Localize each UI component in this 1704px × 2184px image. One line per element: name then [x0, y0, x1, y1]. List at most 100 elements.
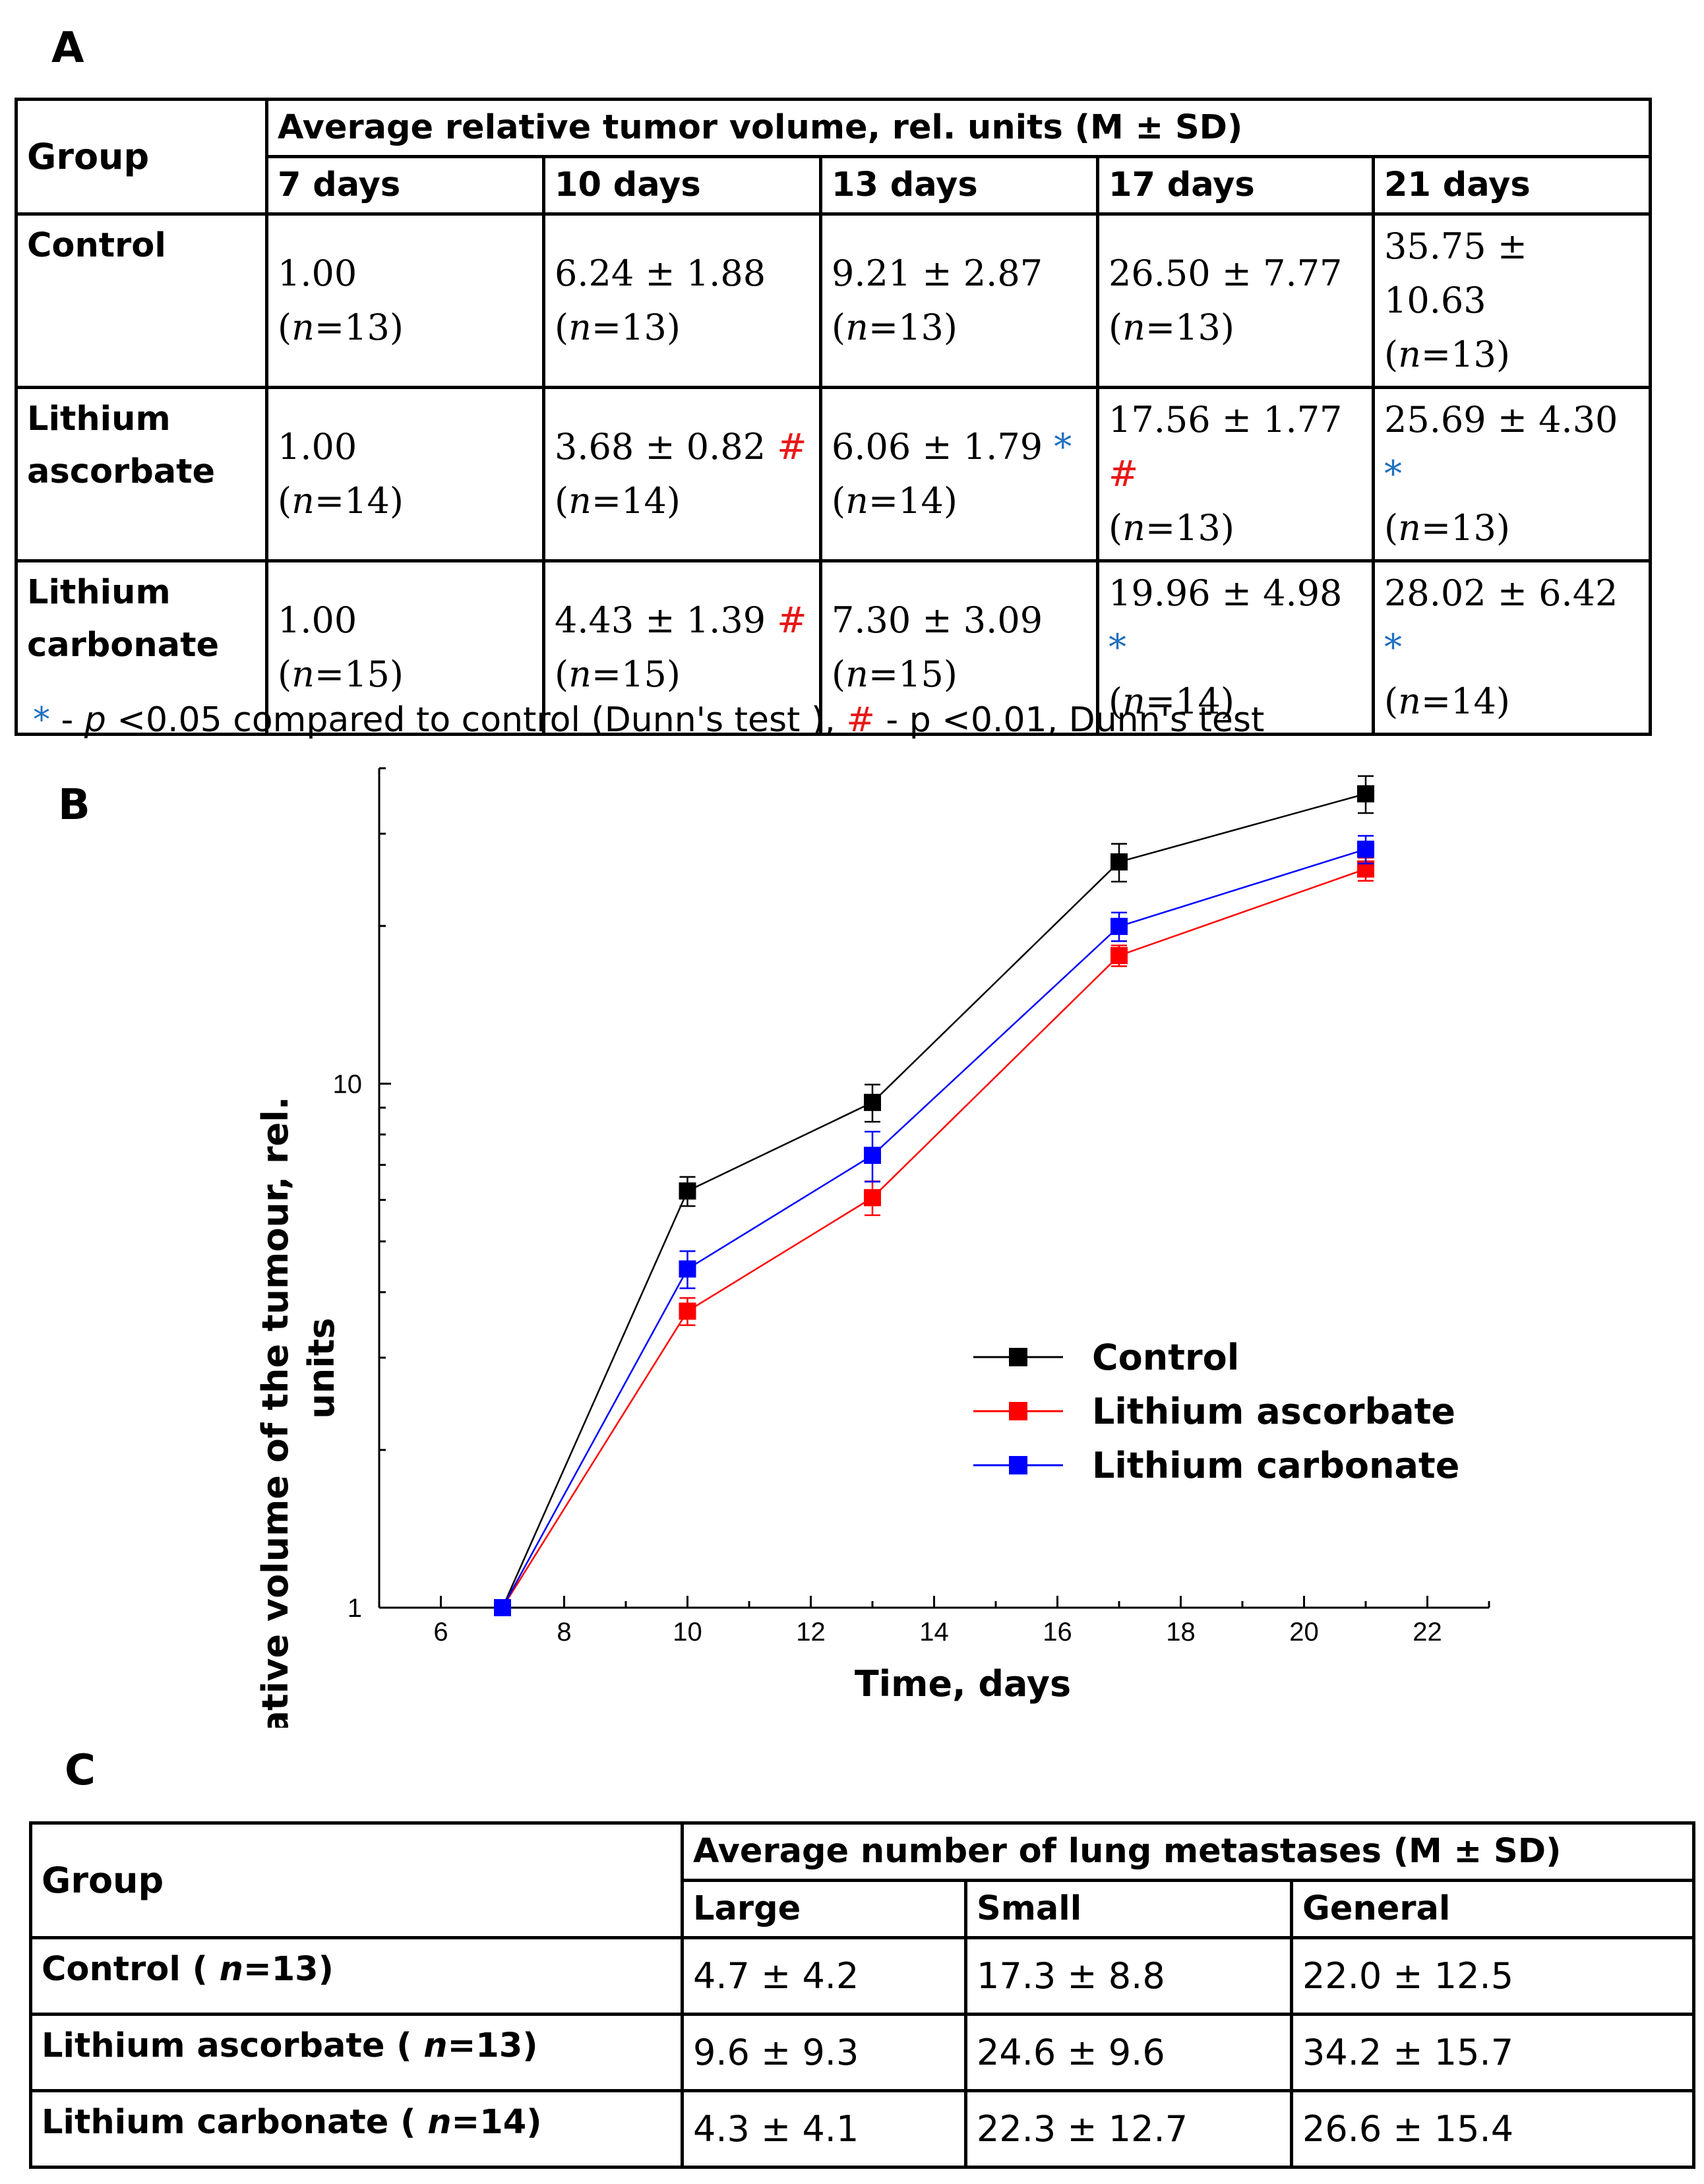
- table-c-col-general: General: [1289, 1879, 1696, 1939]
- table-a-row: Lithium carbonate 1.00 (n=15) 4.43 ± 1.39 #…: [15, 559, 1653, 736]
- x-tick-label: 20: [1289, 1618, 1319, 1647]
- table-a-cell: 3.68 ± 0.82 # (n=14): [542, 386, 822, 562]
- series-lithium-carbonate: [494, 835, 1374, 1616]
- y-tick-label: 10: [333, 1070, 363, 1099]
- panel-label-c: C: [65, 1746, 96, 1795]
- data-point: [1357, 840, 1374, 858]
- table-a-cell: 28.02 ± 6.42 * (n=14): [1371, 559, 1653, 736]
- table-a-cell: 35.75 ± 10.63 (n=13): [1371, 212, 1653, 389]
- table-c-cell: 26.6 ± 15.4: [1289, 2089, 1696, 2169]
- footnote-p: p: [84, 700, 106, 740]
- data-point: [1357, 785, 1374, 803]
- table-c-col-large: Large: [681, 1879, 967, 1939]
- table-a-cell-line: (n=13): [1384, 507, 1510, 549]
- table-a-cell-line: 1.00: [278, 253, 357, 294]
- table-a-cell-line: 1.00: [278, 426, 357, 468]
- table-a-cell-line: (n=15): [278, 653, 404, 695]
- legend-item: Control: [973, 1337, 1239, 1378]
- table-c-cell: 34.2 ± 15.7: [1289, 2013, 1696, 2092]
- table-a-cell-line: 26.50 ± 7.77: [1109, 253, 1343, 294]
- table-c-row: Control ( n=13) 4.7 ± 4.2 17.3 ± 8.8 22.0 ±…: [29, 1936, 1696, 2016]
- table-a-cell-line: 4.43 ± 1.39 #: [555, 599, 807, 641]
- x-tick-label: 16: [1043, 1618, 1072, 1647]
- table-a-cell: 6.06 ± 1.79 * (n=14): [819, 386, 1099, 562]
- legend-label: Control: [1092, 1337, 1239, 1378]
- table-a-cell-line: *: [1384, 453, 1402, 495]
- table-a-group-header: Group: [15, 98, 268, 216]
- data-point: [679, 1302, 696, 1320]
- y-axis-title-line-1: Relative volume of the tumour, rel.: [255, 1097, 296, 1728]
- table-c-cell: 24.6 ± 9.6: [964, 2013, 1293, 2092]
- table-c-row-label: Control ( n=13): [29, 1936, 684, 2016]
- footnote-text-2: - p <0.01, Dunn's test: [874, 700, 1265, 740]
- table-c-span-header: Average number of lung metastases (M ± S…: [680, 1821, 1696, 1882]
- table-a-cell-line: 17.56 ± 1.77: [1109, 399, 1343, 440]
- table-a-cell: 1.00 (n=14): [265, 386, 545, 562]
- table-a-row-label: Control: [15, 212, 268, 389]
- table-a-cell-line: (n=13): [555, 307, 681, 348]
- table-a-col-10: 10 days: [542, 155, 822, 216]
- lung-metastases-table: Group Average number of lung metastases …: [29, 1821, 1696, 2169]
- tumor-growth-chart: 6 8 10 12 14 16 18 20 22 1 10 Control Lithium ascor…: [255, 767, 1490, 1728]
- table-a-col-21: 21 days: [1371, 155, 1653, 216]
- data-point: [864, 1189, 881, 1207]
- table-a-cell-line: *: [1384, 626, 1402, 668]
- table-a-cell-line: (n=15): [555, 653, 681, 695]
- table-a-row: Lithium ascorbate 1.00 (n=14) 3.68 ± 0.82 #…: [15, 386, 1653, 562]
- table-c-cell: 4.7 ± 4.2: [681, 1936, 967, 2016]
- table-a-cell-line: (n=13): [278, 307, 404, 348]
- tumor-volume-table: Group Average relative tumor volume, rel…: [15, 98, 1653, 736]
- x-tick-label: 14: [919, 1618, 949, 1647]
- table-a-cell-line: (n=14): [1109, 681, 1234, 722]
- footnote-star: *: [33, 700, 50, 740]
- legend-marker: [1009, 1456, 1027, 1474]
- table-a-span-header: Average relative tumor volume, rel. unit…: [264, 98, 1653, 158]
- table-a-cell-line: (n=13): [1109, 307, 1234, 348]
- data-point: [679, 1182, 696, 1200]
- x-axis-title: Time, days: [855, 1663, 1071, 1705]
- table-a-cell-line: (n=13): [832, 307, 958, 348]
- table-a-cell: 26.50 ± 7.77 (n=13): [1096, 212, 1375, 389]
- table-c-cell: 22.0 ± 12.5: [1289, 1936, 1696, 2016]
- table-a-cell: 25.69 ± 4.30 * (n=13): [1371, 386, 1653, 562]
- table-a-cell-line: 19.96 ± 4.98: [1109, 572, 1343, 614]
- table-a-cell-line: (n=14): [278, 480, 404, 522]
- table-a-row-label: Lithium ascorbate: [15, 386, 268, 562]
- table-a-cell-line: 28.02 ± 6.42: [1384, 572, 1618, 614]
- table-c-row: Lithium carbonate ( n=14) 4.3 ± 4.1 22.3 ±…: [29, 2089, 1696, 2169]
- table-a-cell-line: 10.63: [1384, 280, 1486, 321]
- legend-label: Lithium ascorbate: [1092, 1391, 1455, 1432]
- footnote-text-1: <0.05 compared to control (Dunn's test )…: [106, 700, 836, 740]
- y-tick-label: 1: [348, 1594, 362, 1623]
- x-tick-label: 10: [673, 1618, 702, 1647]
- table-a-cell-line: 3.68 ± 0.82 #: [555, 426, 807, 468]
- table-a-cell: 1.00 (n=15): [265, 559, 545, 736]
- table-a-cell-line: 9.21 ± 2.87: [832, 253, 1043, 294]
- chart-legend: Control Lithium ascorbate Lithium carbonat…: [973, 1337, 1459, 1486]
- data-point: [864, 1093, 881, 1111]
- legend-marker: [1009, 1348, 1027, 1366]
- table-a-cell-line: 25.69 ± 4.30: [1384, 399, 1618, 440]
- panel-label-b: B: [58, 781, 90, 830]
- chart-axes: 6 8 10 12 14 16 18 20 22 1 10: [333, 767, 1490, 1647]
- legend-item: Lithium carbonate: [973, 1445, 1459, 1486]
- table-a-cell-line: (n=15): [832, 653, 958, 695]
- table-a-cell-line: 7.30 ± 3.09: [832, 599, 1043, 641]
- table-a-cell: 17.56 ± 1.77 # (n=13): [1096, 386, 1375, 562]
- legend-marker: [1009, 1402, 1027, 1420]
- panel-label-a: A: [51, 24, 84, 73]
- table-a-cell-line: (n=13): [1384, 334, 1510, 375]
- table-a-cell-line: (n=13): [1109, 507, 1234, 549]
- table-c-cell: 17.3 ± 8.8: [964, 1936, 1293, 2016]
- table-a-cell-line: (n=14): [832, 480, 958, 522]
- table-a-cell-line: 6.24 ± 1.88: [555, 253, 766, 294]
- data-point: [1111, 947, 1128, 965]
- data-point: [1111, 853, 1128, 871]
- table-a-cell-line: #: [1109, 453, 1139, 495]
- table-c-row-label: Lithium carbonate ( n=14): [29, 2089, 684, 2169]
- x-tick-label: 8: [557, 1618, 571, 1647]
- table-a-cell-line: 1.00: [278, 599, 357, 641]
- table-c-cell: 4.3 ± 4.1: [681, 2089, 967, 2169]
- footnote-hash: #: [846, 700, 875, 740]
- table-a-col-7: 7 days: [265, 155, 545, 216]
